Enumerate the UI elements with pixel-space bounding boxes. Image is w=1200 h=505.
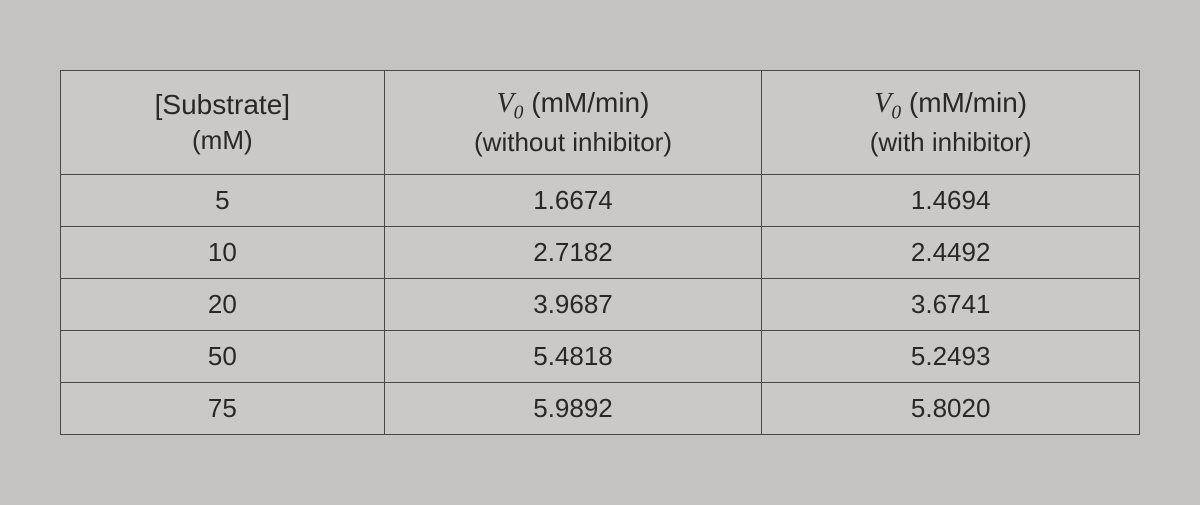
col-header-with-line2: (with inhibitor)	[772, 126, 1129, 160]
cell-with: 2.4492	[762, 226, 1140, 278]
col-header-with-inhibitor: V0 (mM/min) (with inhibitor)	[762, 71, 1140, 175]
cell-with: 5.8020	[762, 382, 1140, 434]
cell-substrate: 10	[61, 226, 385, 278]
col-header-without-line2: (without inhibitor)	[395, 126, 752, 160]
cell-without: 1.6674	[384, 174, 762, 226]
kinetics-table-wrapper: [Substrate] (mM) V0 (mM/min) (without in…	[60, 70, 1140, 435]
cell-substrate: 5	[61, 174, 385, 226]
col-header-substrate-line2: (mM)	[71, 124, 374, 158]
table-body: 5 1.6674 1.4694 10 2.7182 2.4492 20 3.96…	[61, 174, 1140, 434]
cell-without: 5.9892	[384, 382, 762, 434]
table-row: 10 2.7182 2.4492	[61, 226, 1140, 278]
table-header-row: [Substrate] (mM) V0 (mM/min) (without in…	[61, 71, 1140, 175]
cell-substrate: 75	[61, 382, 385, 434]
cell-with: 5.2493	[762, 330, 1140, 382]
col-header-with-line1: V0 (mM/min)	[772, 85, 1129, 126]
cell-with: 1.4694	[762, 174, 1140, 226]
cell-with: 3.6741	[762, 278, 1140, 330]
cell-without: 2.7182	[384, 226, 762, 278]
table-row: 20 3.9687 3.6741	[61, 278, 1140, 330]
cell-without: 5.4818	[384, 330, 762, 382]
cell-substrate: 50	[61, 330, 385, 382]
table-row: 5 1.6674 1.4694	[61, 174, 1140, 226]
col-header-substrate: [Substrate] (mM)	[61, 71, 385, 175]
table-row: 75 5.9892 5.8020	[61, 382, 1140, 434]
col-header-without-inhibitor: V0 (mM/min) (without inhibitor)	[384, 71, 762, 175]
col-header-substrate-line1: [Substrate]	[71, 87, 374, 123]
cell-without: 3.9687	[384, 278, 762, 330]
kinetics-table: [Substrate] (mM) V0 (mM/min) (without in…	[60, 70, 1140, 435]
cell-substrate: 20	[61, 278, 385, 330]
table-row: 50 5.4818 5.2493	[61, 330, 1140, 382]
col-header-without-line1: V0 (mM/min)	[395, 85, 752, 126]
